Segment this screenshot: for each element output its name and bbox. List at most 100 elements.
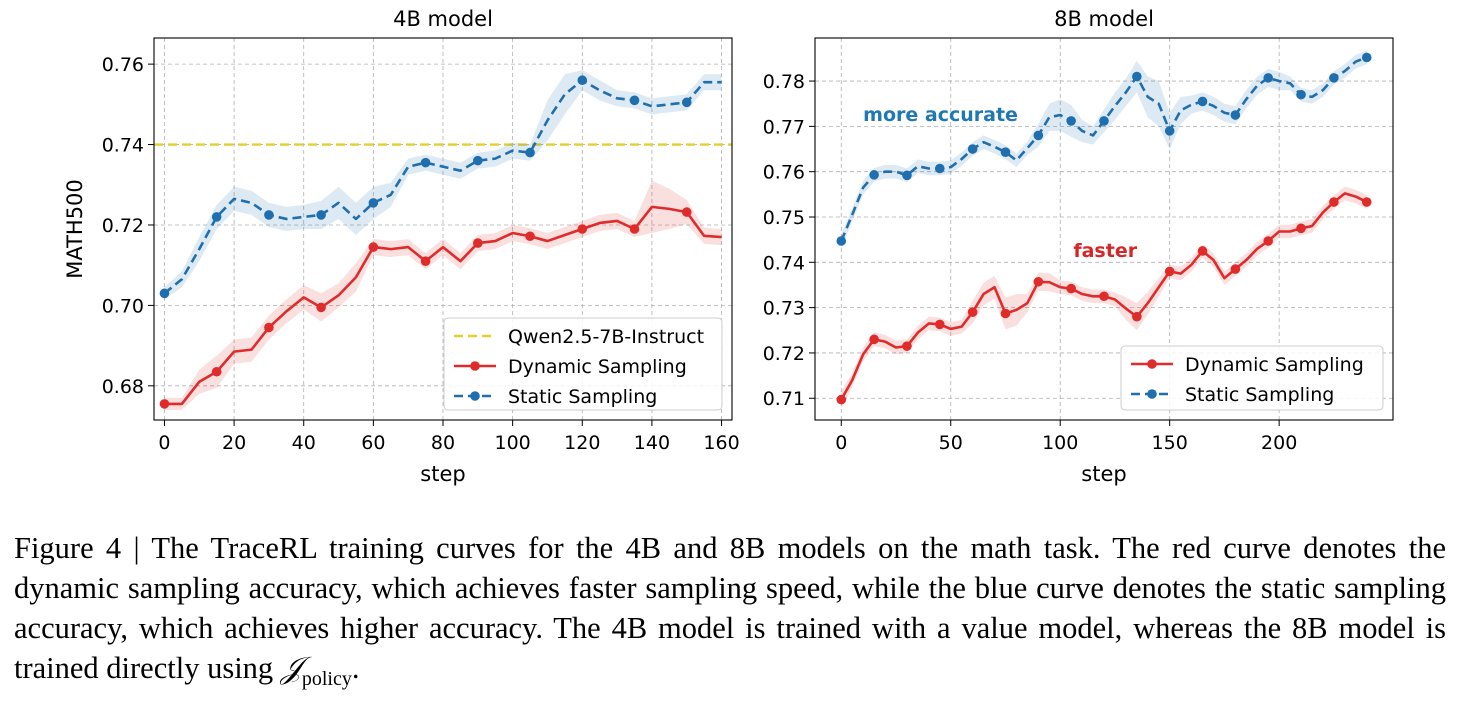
data-point [1066, 116, 1076, 126]
y-tick-label: 0.75 [763, 207, 805, 229]
legend-label: Static Sampling [1185, 384, 1334, 406]
data-point [316, 302, 326, 313]
x-tick-label: 0 [835, 432, 847, 454]
legend-marker [1147, 359, 1157, 369]
y-tick-label: 0.71 [763, 388, 805, 410]
data-point [1066, 283, 1076, 294]
x-tick-label: 80 [431, 432, 455, 454]
chart-panel-1: 0 20 40 60 80 100 120 140 160 0.68 0.70 0.72 0.74 0.7… [63, 7, 740, 486]
data-point [1132, 311, 1142, 322]
data-point [629, 224, 640, 234]
caption-end: . [351, 651, 360, 685]
legend-label: Dynamic Sampling [1185, 354, 1364, 376]
data-point [629, 95, 640, 106]
x-tick-label: 40 [292, 432, 316, 454]
data-point [1230, 264, 1241, 274]
legend-marker [1147, 389, 1157, 399]
legend: Qwen2.5-7B-Instruct Dynamic Sampling Stati… [443, 317, 723, 411]
data-point [1230, 110, 1241, 120]
x-tick-label: 150 [1152, 432, 1188, 454]
data-point [934, 163, 945, 174]
data-point [1197, 96, 1208, 107]
data-point [869, 170, 879, 180]
data-point [159, 288, 170, 299]
policy-subscript: policy [301, 668, 352, 691]
data-point [967, 144, 978, 154]
y-axis-label: MATH500 [63, 179, 87, 279]
data-point [368, 242, 379, 252]
series-band-1 [164, 180, 722, 410]
chart-panel-2: 0 50 100 150 200 0.71 0.72 0.73 0.74 0.75 0.76 0.77… [763, 7, 1394, 486]
data-point [368, 198, 379, 208]
data-point [159, 399, 170, 409]
data-point [1164, 126, 1175, 136]
y-tick-label: 0.72 [102, 215, 144, 237]
data-point [1361, 52, 1372, 63]
data-point [577, 224, 588, 234]
data-point [1263, 236, 1274, 246]
data-point [836, 236, 847, 246]
policy-objective-symbol: 𝒥 [280, 651, 302, 686]
annotation-label: more accurate [863, 104, 1018, 126]
legend-marker [470, 361, 480, 371]
y-tick-label: 0.68 [102, 376, 144, 398]
plot-area [836, 50, 1372, 409]
data-point [264, 322, 274, 333]
data-point [525, 147, 535, 158]
data-point [473, 155, 483, 166]
x-tick-label: 100 [1042, 432, 1078, 454]
data-point [1033, 276, 1044, 287]
data-point [1000, 147, 1011, 157]
axes-frame [814, 37, 1394, 421]
series-line-2 [163, 78, 722, 295]
data-point [869, 334, 879, 345]
x-tick-label: 160 [703, 432, 739, 454]
legend: Dynamic Sampling Static Sampling [1120, 345, 1384, 411]
data-point [316, 210, 326, 220]
x-tick-label: 200 [1261, 432, 1297, 454]
data-point [1361, 197, 1372, 207]
x-tick-label: 20 [222, 432, 246, 454]
plot-area [154, 70, 732, 410]
legend-box [1120, 345, 1384, 411]
y-tick-label: 0.74 [102, 135, 144, 157]
data-point [1099, 291, 1109, 302]
data-point [1329, 197, 1339, 207]
data-point [420, 157, 431, 168]
data-point [934, 319, 945, 330]
data-point [1099, 116, 1109, 126]
data-point [1263, 73, 1274, 83]
x-tick-label: 100 [495, 432, 531, 454]
data-point [211, 366, 222, 377]
panel-title: 8B model [1054, 7, 1154, 31]
legend-label: Qwen2.5-7B-Instruct [508, 326, 704, 348]
data-point [902, 341, 912, 351]
data-point [577, 75, 588, 86]
y-tick-label: 0.76 [763, 162, 805, 184]
data-point [1296, 89, 1306, 100]
legend-label: Static Sampling [508, 386, 657, 408]
y-tick-label: 0.78 [763, 71, 805, 93]
panel-title: 4B model [393, 7, 493, 31]
x-tick-label: 0 [158, 432, 170, 454]
data-point [1033, 130, 1044, 141]
data-point [264, 210, 274, 220]
legend-box [443, 317, 723, 411]
x-tick-label: 60 [361, 432, 385, 454]
legend-marker [470, 391, 480, 401]
y-tick-label: 0.72 [763, 343, 805, 365]
figure: 0 20 40 60 80 100 120 140 160 0.68 0.70 0.72 0.74 0.7… [63, 7, 1394, 486]
data-point [473, 238, 483, 248]
legend-label: Dynamic Sampling [508, 356, 687, 378]
x-axis-label: step [1081, 462, 1126, 486]
data-point [681, 207, 692, 217]
x-tick-label: 50 [939, 432, 963, 454]
x-tick-label: 140 [634, 432, 670, 454]
data-point [1132, 71, 1142, 82]
data-point [967, 307, 978, 317]
y-tick-label: 0.76 [102, 54, 144, 76]
data-point [420, 256, 431, 266]
y-tick-label: 0.77 [763, 116, 805, 138]
series-line-1 [164, 205, 722, 406]
annotation-label: faster [1073, 240, 1137, 262]
